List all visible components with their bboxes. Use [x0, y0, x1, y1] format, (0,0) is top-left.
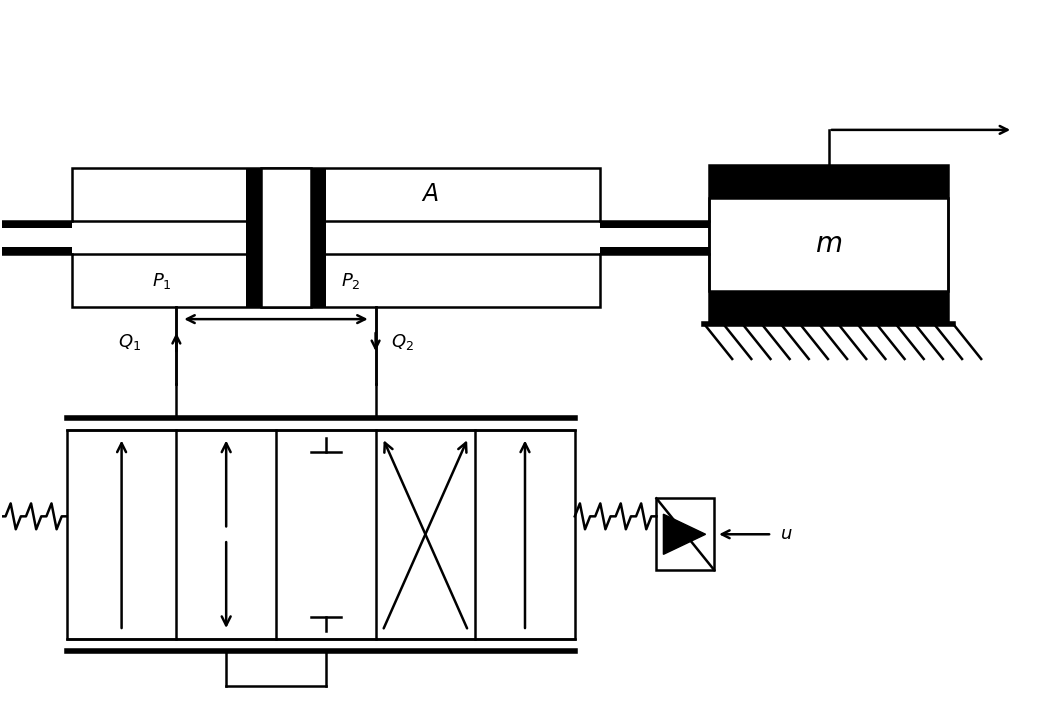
- Bar: [72, 168, 599, 220]
- Text: $P_L$: $P_L$: [267, 289, 286, 309]
- Bar: [709, 165, 949, 324]
- Bar: [246, 168, 262, 307]
- Text: $A$: $A$: [422, 182, 439, 206]
- Polygon shape: [663, 514, 706, 555]
- Bar: [0, 228, 72, 247]
- Bar: [599, 220, 709, 228]
- Text: $u$: $u$: [780, 525, 793, 543]
- Text: $Q_1$: $Q_1$: [118, 332, 141, 352]
- Bar: [67, 430, 575, 639]
- Bar: [0, 220, 72, 228]
- Text: $P_1$: $P_1$: [152, 271, 172, 291]
- Text: $m$: $m$: [815, 230, 842, 258]
- Bar: [599, 228, 709, 247]
- Bar: [657, 498, 714, 570]
- Text: $P_2$: $P_2$: [341, 271, 361, 291]
- Bar: [0, 247, 72, 254]
- Text: $Q_2$: $Q_2$: [390, 332, 413, 352]
- Bar: [311, 168, 325, 307]
- Bar: [72, 254, 599, 307]
- Bar: [709, 197, 949, 291]
- Bar: [709, 165, 949, 197]
- Bar: [599, 247, 709, 254]
- Bar: [262, 168, 311, 307]
- Bar: [709, 291, 949, 324]
